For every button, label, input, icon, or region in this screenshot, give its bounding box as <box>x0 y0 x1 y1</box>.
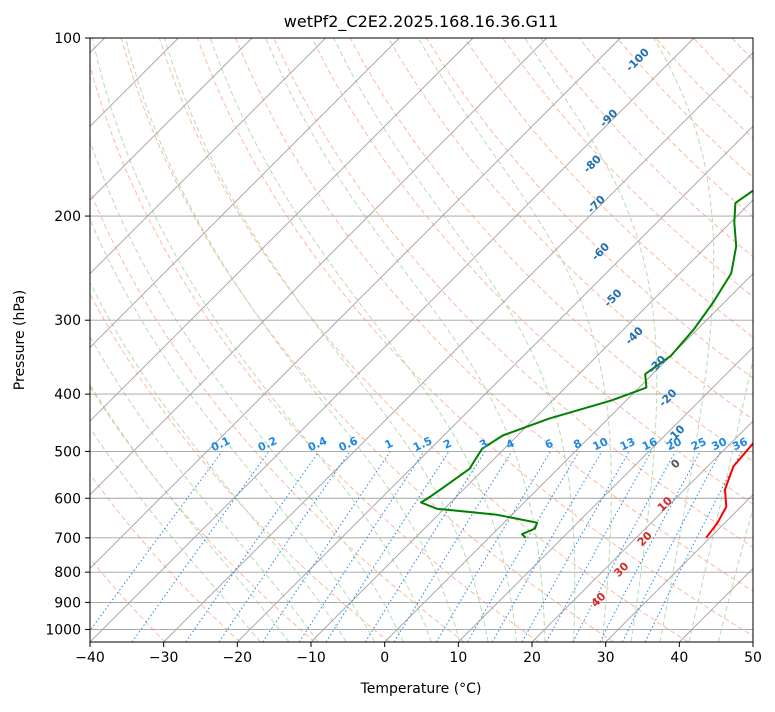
y-tick-label: 900 <box>54 595 81 611</box>
y-tick-label: 500 <box>54 444 81 460</box>
y-tick-label: 200 <box>54 209 81 225</box>
x-tick-label: −20 <box>223 650 253 666</box>
x-tick-label: 30 <box>597 650 615 666</box>
x-tick-label: −40 <box>75 650 105 666</box>
x-axis-label: Temperature (°C) <box>360 681 482 697</box>
x-tick-label: 10 <box>449 650 467 666</box>
y-tick-label: 300 <box>54 313 81 329</box>
y-tick-label: 700 <box>54 531 81 547</box>
x-tick-label: 0 <box>380 650 389 666</box>
x-tick-label: 20 <box>523 650 541 666</box>
y-axis: 1000 900 800 700 600 500 400 300 200 100 <box>45 31 90 638</box>
y-tick-label: 600 <box>54 491 81 507</box>
x-tick-label: 50 <box>744 650 762 666</box>
chart-title: wetPf2_C2E2.2025.168.16.36.G11 <box>284 12 558 32</box>
y-tick-label: 100 <box>54 31 81 47</box>
x-tick-label: −10 <box>296 650 326 666</box>
isotherm-line <box>753 38 775 642</box>
y-tick-label: 800 <box>54 565 81 581</box>
y-axis-label: Pressure (hPa) <box>12 290 28 390</box>
y-tick-label: 400 <box>54 387 81 403</box>
dry-adiabat-line <box>770 38 775 642</box>
y-tick-label: 1000 <box>45 622 81 638</box>
x-tick-label: 40 <box>670 650 688 666</box>
x-axis: −40 −30 −20 −10 0 10 20 30 40 50 <box>75 642 762 666</box>
x-tick-label: −30 <box>149 650 179 666</box>
